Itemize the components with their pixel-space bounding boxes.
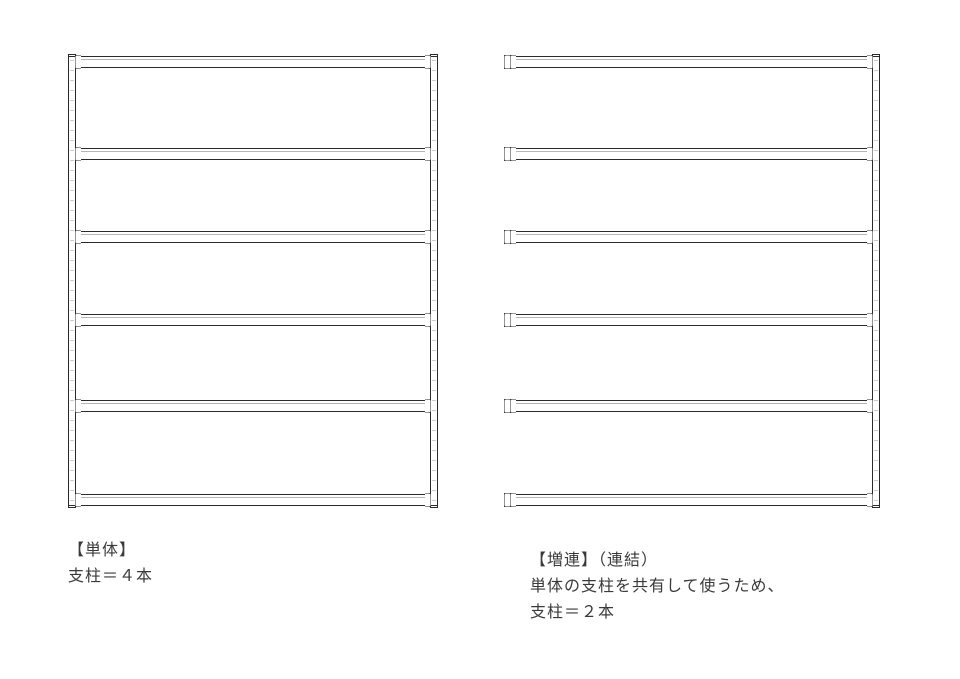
bracket-right-2 xyxy=(425,147,431,161)
bracket-left-2 xyxy=(510,147,516,161)
bracket-left-1 xyxy=(510,55,516,69)
shelf-3 xyxy=(76,231,430,243)
shelf-1 xyxy=(76,56,430,68)
hook-left-5 xyxy=(504,399,510,413)
shelf-2 xyxy=(510,148,872,160)
shelf-2 xyxy=(76,148,430,160)
bracket-right-1 xyxy=(425,55,431,69)
caption-line: 【単体】 xyxy=(68,538,153,564)
bracket-right-4 xyxy=(867,313,873,327)
shelf-unit-zoren xyxy=(510,56,880,506)
caption-line: 支柱＝２本 xyxy=(530,600,785,626)
diagram-canvas: 【単体】支柱＝４本 【増連】（連結）単体の支柱を共有して使うため、支柱＝２本 xyxy=(0,0,960,679)
caption-tantai: 【単体】支柱＝４本 xyxy=(68,538,153,590)
bracket-right-3 xyxy=(425,230,431,244)
bracket-right-1 xyxy=(867,55,873,69)
bracket-left-4 xyxy=(75,313,81,327)
bracket-left-6 xyxy=(75,493,81,507)
shelf-4 xyxy=(76,314,430,326)
bracket-right-6 xyxy=(867,493,873,507)
bracket-left-3 xyxy=(75,230,81,244)
caption-line: 単体の支柱を共有して使うため、 xyxy=(530,574,785,600)
caption-zoren: 【増連】（連結）単体の支柱を共有して使うため、支柱＝２本 xyxy=(530,548,785,626)
shelf-6 xyxy=(510,494,872,506)
bracket-right-6 xyxy=(425,493,431,507)
caption-line: 【増連】（連結） xyxy=(530,548,785,574)
bracket-left-4 xyxy=(510,313,516,327)
hook-left-1 xyxy=(504,55,510,69)
shelf-5 xyxy=(510,400,872,412)
bracket-left-5 xyxy=(75,399,81,413)
bracket-left-3 xyxy=(510,230,516,244)
bracket-left-2 xyxy=(75,147,81,161)
hook-left-4 xyxy=(504,313,510,327)
shelf-unit-tantai xyxy=(68,56,438,506)
bracket-left-6 xyxy=(510,493,516,507)
shelf-5 xyxy=(76,400,430,412)
shelf-1 xyxy=(510,56,872,68)
shelf-6 xyxy=(76,494,430,506)
post-right xyxy=(430,56,438,506)
bracket-right-2 xyxy=(867,147,873,161)
bracket-right-5 xyxy=(425,399,431,413)
hook-left-6 xyxy=(504,493,510,507)
shelf-3 xyxy=(510,231,872,243)
bracket-left-1 xyxy=(75,55,81,69)
hook-left-3 xyxy=(504,230,510,244)
bracket-left-5 xyxy=(510,399,516,413)
shelf-4 xyxy=(510,314,872,326)
bracket-right-4 xyxy=(425,313,431,327)
bracket-right-5 xyxy=(867,399,873,413)
post-left xyxy=(68,56,76,506)
bracket-right-3 xyxy=(867,230,873,244)
hook-left-2 xyxy=(504,147,510,161)
post-right xyxy=(872,56,880,506)
caption-line: 支柱＝４本 xyxy=(68,564,153,590)
